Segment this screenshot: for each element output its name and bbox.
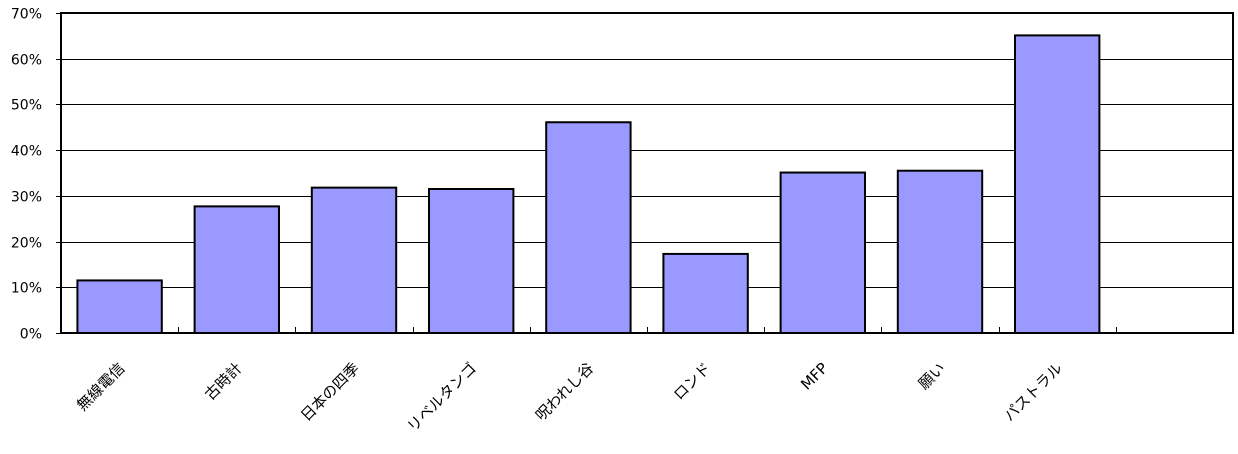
bar [779, 171, 866, 334]
y-tick-label: 30% [11, 190, 42, 206]
bars [76, 34, 1101, 335]
bar [1014, 34, 1101, 335]
bar [662, 252, 749, 335]
x-category-label: 呪われし谷 [532, 359, 597, 424]
y-tick-labels: 0% 10% 20% 30% 40% 50% 60% 70% [11, 7, 42, 343]
x-category-label: 願い [915, 359, 949, 393]
x-category-label: ロンド [670, 359, 715, 404]
y-tick-label: 40% [11, 144, 42, 160]
bar [428, 188, 515, 334]
bar [545, 121, 632, 334]
bar [310, 186, 398, 334]
y-tick-label: 50% [11, 98, 42, 114]
bar [76, 279, 163, 334]
x-category-label: MFP [797, 359, 831, 393]
bar [896, 169, 984, 334]
x-category-label: パストラル [1000, 359, 1066, 425]
y-tick-label: 70% [11, 7, 42, 23]
bar [193, 205, 280, 334]
x-category-label: 無線電信 [73, 359, 128, 414]
x-category-label: 日本の四季 [297, 359, 363, 425]
axes [56, 12, 1234, 334]
y-tick-label: 0% [20, 327, 42, 343]
x-category-labels: 無線電信 古時計 日本の四季 リベルタンゴ 呪われし谷 ロンド MFP 願い パストラル [73, 359, 1066, 435]
y-tick-label: 10% [11, 281, 42, 297]
y-tick-label: 60% [11, 53, 42, 69]
y-tick-label: 20% [11, 236, 42, 252]
x-category-label: リベルタンゴ [404, 359, 480, 435]
x-category-label: 古時計 [201, 359, 246, 404]
